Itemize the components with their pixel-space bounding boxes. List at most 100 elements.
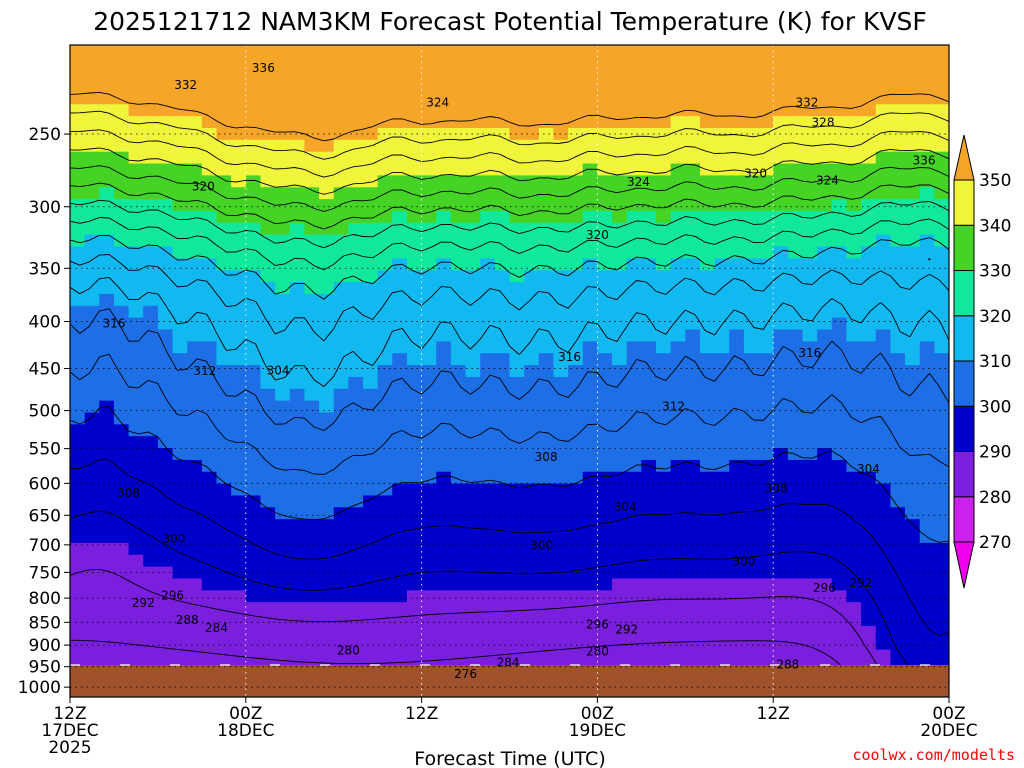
band-cell (597, 495, 613, 508)
band-cell (70, 578, 86, 591)
band-cell (817, 507, 833, 520)
band-cell (275, 436, 291, 449)
band-cell (934, 412, 949, 425)
band-cell (99, 542, 115, 556)
contour-label: 296 (813, 581, 836, 595)
band-cell (670, 412, 686, 425)
band-cell (905, 507, 921, 520)
band-cell (392, 459, 408, 473)
band-cell (802, 258, 818, 271)
band-cell (421, 542, 437, 556)
band-cell (436, 578, 452, 591)
band-cell (363, 341, 379, 354)
band-cell (289, 483, 305, 497)
band-cell (802, 329, 818, 342)
band-cell (480, 104, 496, 117)
band-cell (582, 483, 598, 497)
band-cell (70, 376, 86, 390)
band-cell (128, 531, 144, 544)
band-cell (875, 495, 891, 508)
band-cell (787, 590, 804, 603)
dotted-gridlines (70, 45, 949, 697)
band-cell (84, 400, 100, 414)
band-cell (656, 614, 672, 627)
band-cell (392, 424, 408, 437)
band-cell (626, 614, 642, 627)
band-cell (890, 483, 906, 497)
band-cell (524, 234, 540, 248)
band-cell (245, 104, 262, 117)
band-cell (612, 45, 628, 58)
band-cell (143, 459, 159, 473)
band-cell (450, 282, 467, 295)
band-cell (612, 139, 628, 153)
band-cell (524, 353, 540, 366)
band-cell (626, 578, 642, 591)
band-cell (245, 507, 262, 520)
plot-frame (69, 44, 950, 698)
band-cell (70, 139, 86, 153)
band-cell (436, 163, 452, 176)
band-cell (245, 412, 262, 425)
band-cell (377, 376, 393, 390)
band-cell (729, 175, 745, 188)
band-cell (216, 139, 232, 153)
band-cell (260, 210, 276, 224)
band-cell (626, 376, 642, 390)
band-cell (538, 459, 555, 473)
band-cell (919, 80, 935, 94)
band-cell (406, 625, 423, 639)
band-cell (216, 151, 232, 165)
band-cell (846, 127, 862, 141)
band-cell (319, 258, 335, 271)
band-cell (524, 590, 540, 603)
band-cell (582, 507, 598, 520)
band-cell (113, 80, 130, 94)
band-cell (143, 649, 159, 663)
band-cell (348, 424, 364, 437)
band-cell (817, 210, 833, 224)
band-cell (113, 637, 130, 651)
band-cell (846, 270, 862, 283)
band-cell (802, 199, 818, 212)
band-cell (553, 495, 569, 508)
band-cell (802, 625, 818, 639)
band-cell (450, 436, 467, 449)
band-cell (743, 566, 760, 580)
band-cell (524, 400, 540, 414)
y-tick-label: 700 (29, 536, 61, 556)
band-cell (363, 104, 379, 117)
band-cell (582, 554, 598, 568)
band-cell (128, 92, 144, 105)
band-cell (758, 578, 774, 591)
band-cell (670, 578, 686, 591)
band-cell (406, 531, 423, 544)
band-cell (494, 116, 511, 129)
band-cell (84, 187, 100, 200)
band-cell (509, 625, 525, 639)
colorbar-swatch (953, 360, 975, 407)
terrain-ground (70, 664, 949, 697)
band-cell (743, 45, 760, 58)
band-cell (846, 578, 862, 591)
band-cell (465, 507, 481, 520)
band-cell (187, 282, 203, 295)
band-cell (450, 293, 467, 307)
band-cell (157, 424, 174, 437)
band-cell (157, 116, 174, 129)
band-cell (113, 542, 130, 556)
band-cell (802, 471, 818, 485)
band-cell (758, 68, 774, 82)
band-cell (538, 127, 555, 141)
band-cell (216, 542, 232, 556)
band-cell (612, 68, 628, 82)
band-cell (714, 566, 730, 580)
band-cell (377, 305, 393, 319)
band-cell (656, 222, 672, 236)
band-cell (319, 566, 335, 580)
band-cell (890, 341, 906, 354)
band-cell (553, 293, 569, 307)
band-cell (787, 507, 804, 520)
band-cell (787, 56, 804, 70)
